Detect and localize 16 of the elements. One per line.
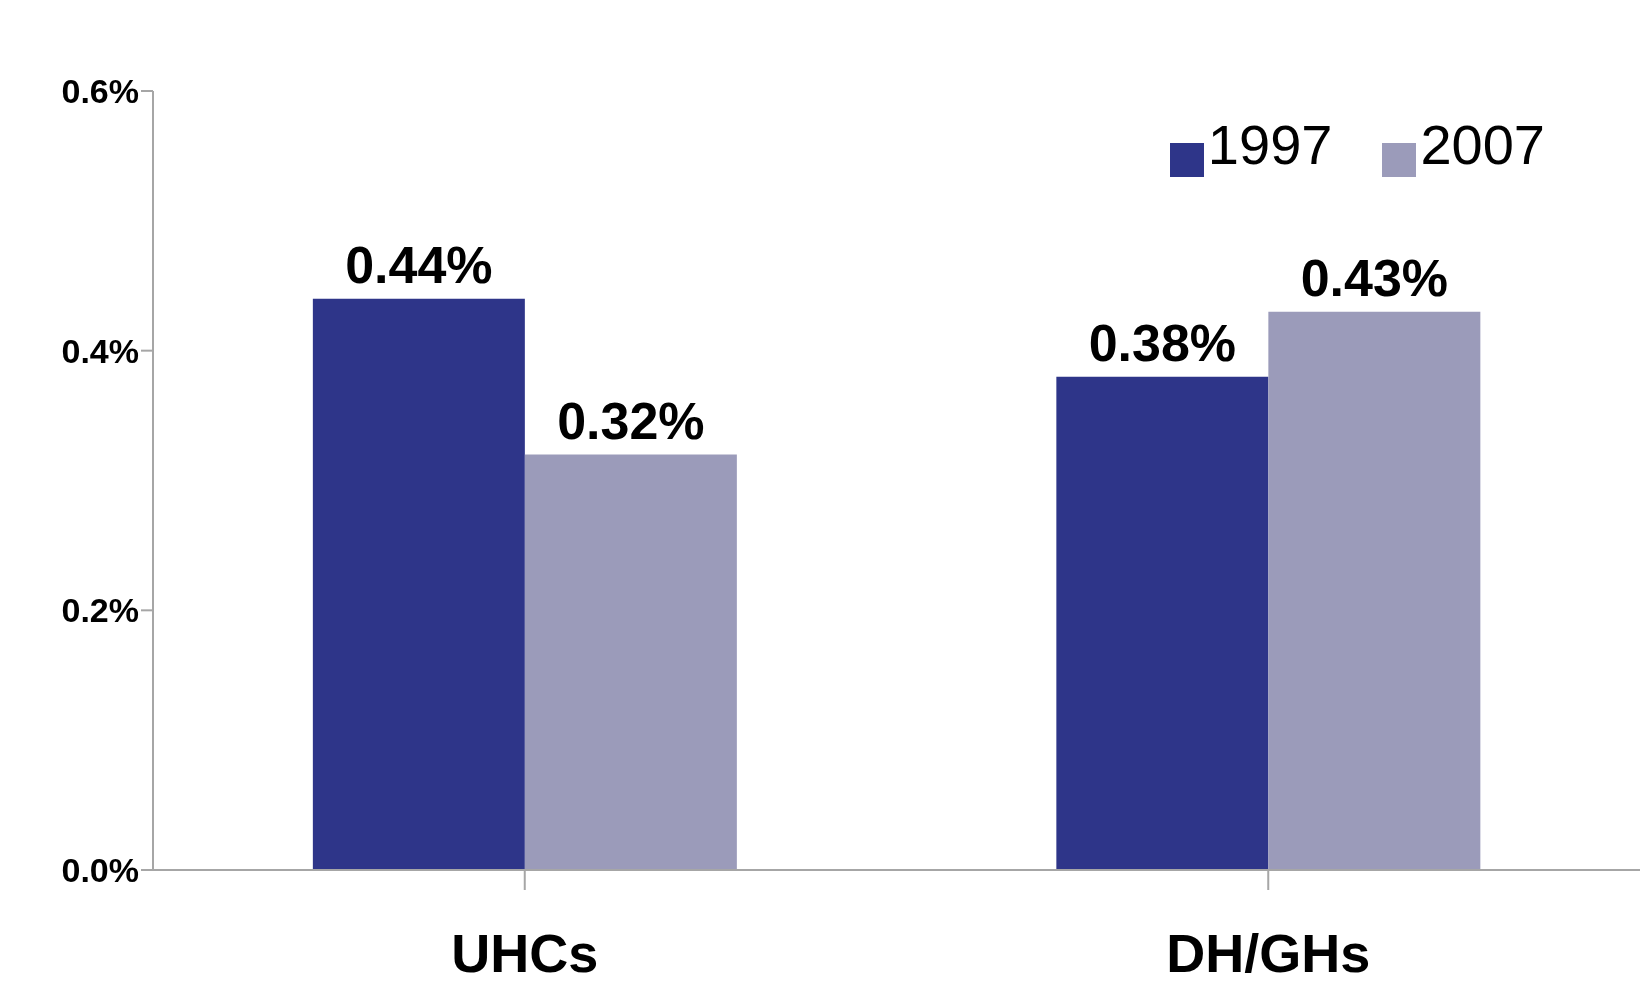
legend-label: 2007 bbox=[1420, 113, 1545, 176]
bar bbox=[524, 454, 737, 870]
data-label: 0.38% bbox=[1088, 313, 1237, 372]
x-tick-label: UHCs bbox=[451, 923, 599, 984]
y-tick-label: 0.6% bbox=[61, 72, 139, 111]
data-label: 0.43% bbox=[1300, 248, 1449, 307]
y-tick-label: 0.2% bbox=[61, 591, 139, 630]
data-label: 0.32% bbox=[557, 391, 705, 450]
data-label: 0.44% bbox=[345, 235, 493, 294]
x-tick-label: DH/GHs bbox=[1166, 923, 1371, 984]
legend-label: 1997 bbox=[1207, 113, 1333, 176]
bar bbox=[1056, 376, 1269, 870]
y-tick-label: 0.0% bbox=[61, 851, 139, 890]
bar bbox=[312, 298, 525, 870]
bar bbox=[1268, 311, 1481, 870]
y-tick-label: 0.4% bbox=[61, 331, 139, 370]
